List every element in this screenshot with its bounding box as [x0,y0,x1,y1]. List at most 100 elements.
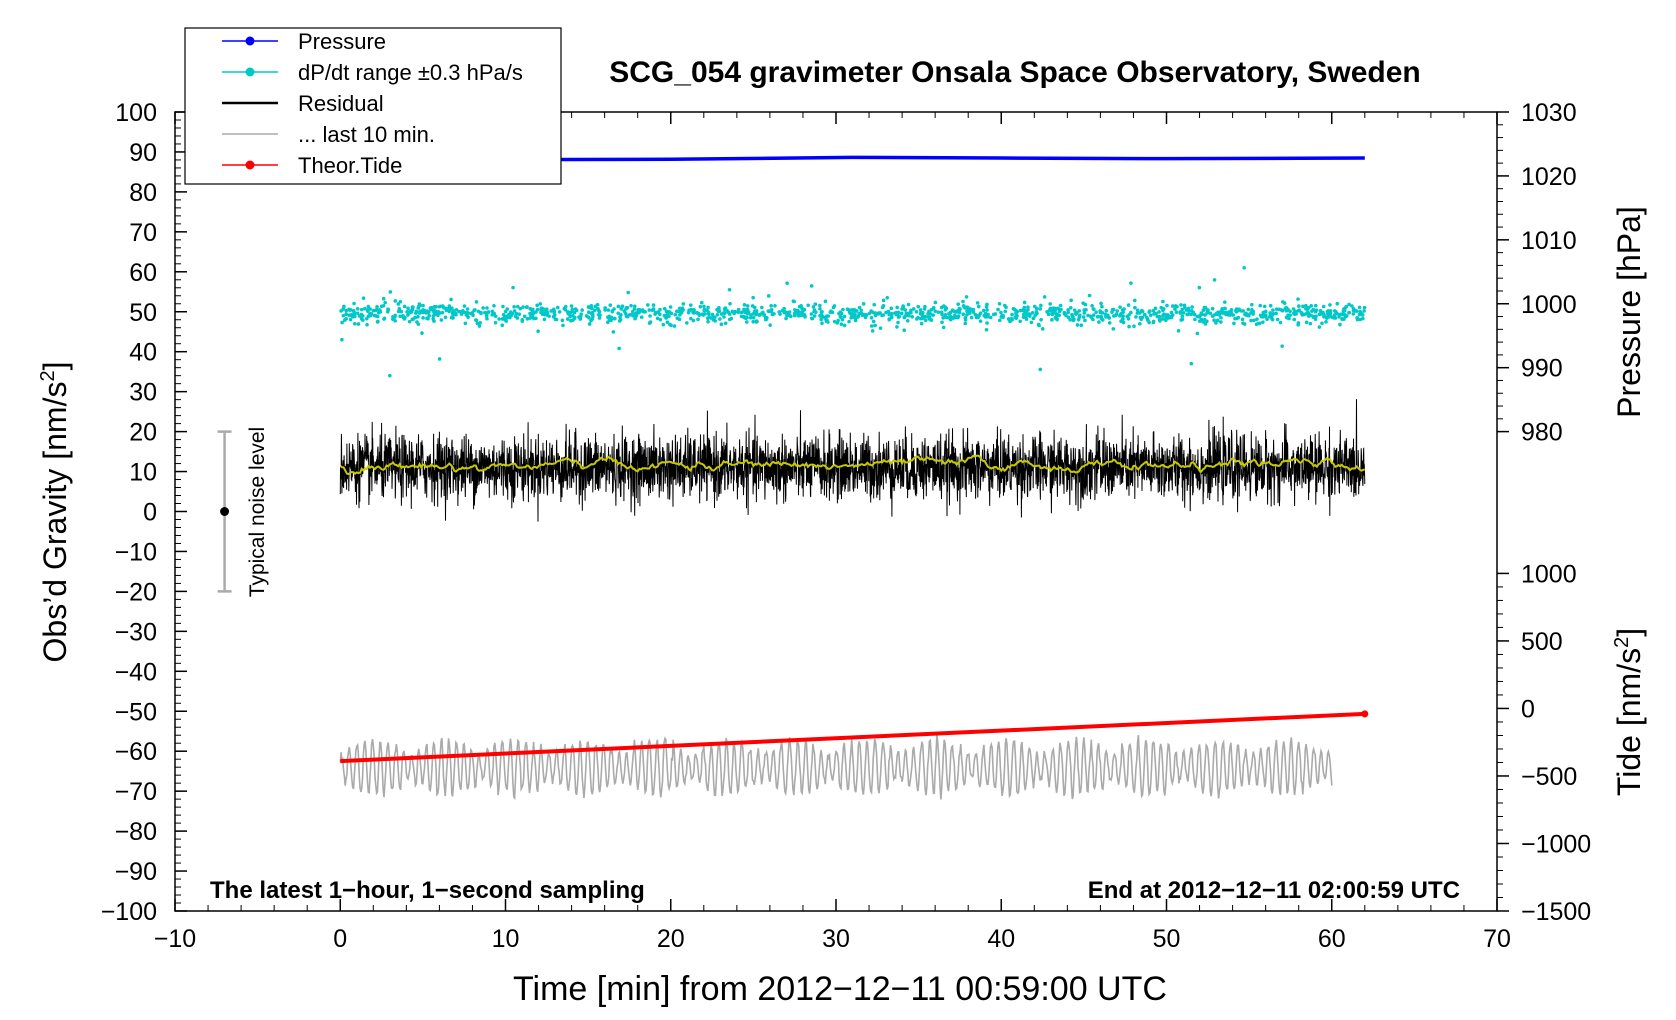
annotation-sampling: The latest 1−hour, 1−second sampling [210,877,645,904]
dpdt-point [1205,319,1209,324]
dpdt-point [975,301,980,305]
dpdt-point [375,320,380,324]
dpdt-point [1040,327,1045,331]
dpdt-point [479,311,483,316]
dpdt-point [361,296,366,300]
dpdt-point [677,317,682,322]
dpdt-point [609,315,614,320]
dpdt-point [361,314,365,318]
legend-marker [245,160,255,170]
dpdt-point [945,315,949,320]
dpdt-point [1212,318,1216,323]
legend-marker [245,67,255,77]
dpdt-point [539,307,543,312]
dpdt-point [485,306,489,310]
dpdt-point [461,308,465,313]
dpdt-point [1180,314,1185,319]
dpdt-point [1353,309,1358,313]
dpdt-point [633,316,637,321]
dpdt-point [1137,311,1142,315]
dpdt-point [852,315,856,319]
dpdt-point [878,326,883,330]
dpdt-point [1297,304,1301,308]
dpdt-point [470,312,475,316]
dpdt-point [1342,317,1346,321]
dpdt-point [1066,308,1070,312]
dpdt-point [923,304,927,309]
dpdt-point [420,331,424,335]
dpdt-point [1224,310,1228,315]
x-tick-label: 60 [1318,925,1346,953]
dpdt-point [956,302,960,306]
dpdt-point [1246,307,1251,312]
dpdt-point [398,299,403,304]
dpdt-point [1151,320,1156,325]
dpdt-point [525,305,529,309]
dpdt-point [895,325,899,329]
dpdt-point [853,308,858,313]
dpdt-point [612,316,617,321]
dpdt-point [837,311,841,316]
dpdt-point [359,307,364,312]
dpdt-point [1296,297,1300,301]
dpdt-point [1195,331,1200,336]
dpdt-point [617,346,621,351]
dpdt-point [936,310,941,314]
dpdt-point [1154,311,1158,316]
dpdt-point [1111,314,1116,318]
dpdt-point [1110,310,1114,314]
dpdt-point [1250,307,1254,312]
dpdt-point [426,310,431,314]
dpdt-point [1104,308,1109,313]
x-tick-label: 20 [657,925,685,953]
dpdt-point [1275,317,1280,322]
dpdt-point [1189,361,1194,366]
dpdt-point [608,303,613,307]
x-tick-label: 10 [492,925,520,953]
dpdt-point [858,311,863,316]
dpdt-point [1024,315,1028,320]
dpdt-point [684,321,689,325]
dpdt-point [382,316,387,321]
x-tick-label: 50 [1153,925,1181,953]
dpdt-point [1358,317,1363,322]
dpdt-point [769,303,773,308]
dpdt-point [1210,306,1215,311]
dpdt-point [1314,314,1318,319]
dpdt-point [1153,306,1158,311]
dpdt-point [569,304,574,308]
dpdt-point [1214,321,1218,325]
dpdt-point [1179,318,1183,322]
dpdt-point [809,316,814,321]
dpdt-point [841,307,845,312]
dpdt-point [545,313,549,317]
dpdt-point [1198,313,1202,318]
y-tick-label: −100 [101,898,157,926]
dpdt-point [768,323,772,327]
dpdt-point [355,307,360,311]
y-axis-label-gravity: Obs’d Gravity [nm/s2] [37,362,73,663]
dpdt-point [1039,317,1043,322]
dpdt-point [597,309,602,314]
dpdt-point [560,318,565,323]
dpdt-point [483,310,487,315]
dpdt-point [493,314,498,319]
dpdt-point [573,307,578,311]
tide-tick-label: 1000 [1521,560,1577,588]
dpdt-point [1219,320,1223,324]
dpdt-point [1129,310,1133,315]
pressure-tick-label: 990 [1521,355,1563,383]
dpdt-point [758,313,762,317]
dpdt-point [619,313,623,317]
dpdt-point [927,315,932,319]
dpdt-point [1362,305,1367,310]
dpdt-point [1164,318,1168,323]
y-tick-label: −90 [115,858,157,886]
y-axis-label-pressure: Pressure [hPa] [1611,206,1647,418]
dpdt-point [1317,325,1322,329]
dpdt-point [1037,323,1041,328]
dpdt-point [751,295,755,300]
dpdt-point [933,300,938,305]
dpdt-point [918,308,923,312]
dpdt-point [1284,308,1288,313]
